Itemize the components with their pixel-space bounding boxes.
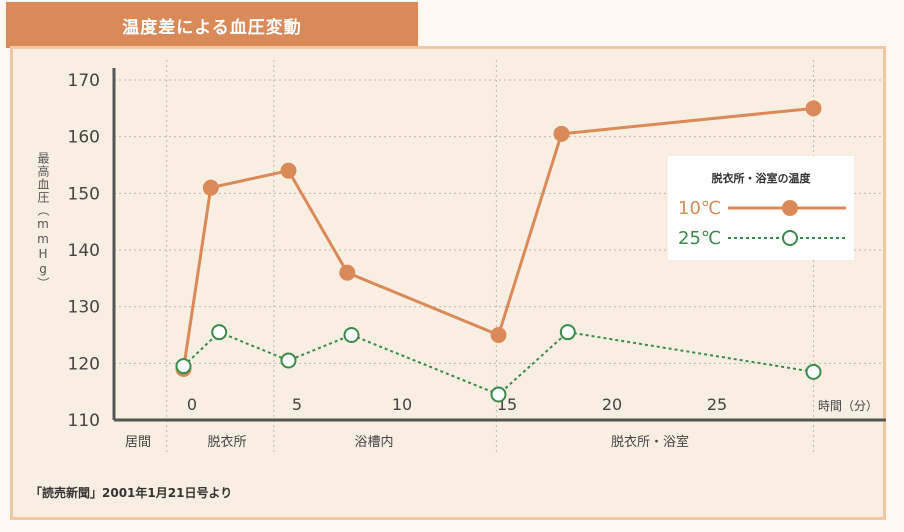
y-tick-label: 150	[68, 184, 100, 204]
y-tick-label: 130	[68, 298, 100, 318]
data-point	[490, 327, 507, 343]
data-point	[211, 324, 228, 341]
x-tick-label: 10	[392, 395, 412, 414]
phase-label: 浴槽内	[354, 434, 393, 450]
data-point	[280, 352, 297, 369]
x-tick-label: 20	[602, 395, 622, 414]
y-tick-label: 170	[68, 71, 100, 91]
x-tick-label: 5	[292, 395, 302, 414]
phase-label: 脱衣所	[207, 434, 246, 450]
data-point	[490, 386, 507, 403]
data-point	[339, 264, 356, 281]
data-point	[805, 100, 822, 117]
y-tick-label: 160	[68, 128, 100, 148]
phase-label: 脱衣所・浴室	[611, 434, 689, 450]
legend: 脱衣所・浴室の温度 10℃ 25℃	[668, 156, 854, 260]
x-tick-label: 25	[707, 395, 727, 414]
grid	[114, 60, 884, 455]
data-point	[202, 179, 219, 196]
y-tick-label: 110	[68, 411, 100, 431]
data-point	[175, 358, 192, 375]
legend-title: 脱衣所・浴室の温度	[711, 172, 811, 185]
phase-label: 居間	[125, 435, 151, 450]
y-tick-label: 140	[68, 241, 100, 261]
series	[175, 100, 822, 403]
source-note: 「読売新聞」2001年1月21日号より	[30, 486, 233, 500]
legend-marker-10c	[782, 200, 798, 216]
legend-marker-25c	[782, 230, 798, 246]
data-point	[553, 125, 570, 142]
legend-label-25c: 25℃	[678, 228, 722, 249]
legend-label-10c: 10℃	[678, 198, 722, 219]
x-tick-label: 0	[187, 395, 197, 414]
data-point	[559, 324, 576, 341]
y-axis-label: 最高血圧（mmHg）	[36, 152, 50, 290]
chart-title: 温度差による血圧変動	[6, 2, 418, 48]
chart-frame	[10, 46, 886, 520]
data-point	[280, 162, 297, 179]
data-point	[805, 363, 822, 380]
y-tick-label: 120	[68, 354, 100, 374]
data-point	[343, 327, 360, 343]
x-axis-label: 時間（分）	[818, 399, 878, 413]
